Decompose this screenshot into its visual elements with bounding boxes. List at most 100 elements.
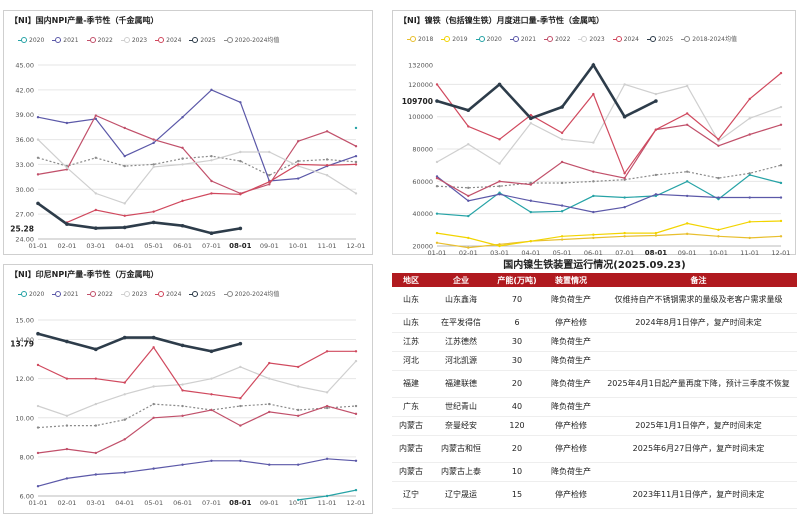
table-cell: 河北 [392,351,430,371]
data-point [65,339,69,344]
data-point [151,335,156,340]
data-point [210,159,213,162]
data-point [210,154,213,158]
data-point [685,112,689,115]
x-tick-label: 08-01 [645,249,668,256]
legend-label: 2025 [200,291,216,298]
data-point [529,210,533,214]
data-point [779,235,783,238]
data-point [467,194,470,198]
npi-plant-status-table: 国内镍生铁装置运行情况(2025.09.23) 地区 企业 产能(万吨) 装置情况 备注… [392,259,797,511]
data-point [65,377,69,380]
x-tick-label: 11-01 [318,499,337,507]
data-point [560,204,564,207]
status-table: 地区 企业 产能(万吨) 装置情况 备注 山东 山东鑫海 70 降负荷生产 仅维持自产不锈钢需求… [392,273,797,509]
data-point [354,412,358,416]
series-line-2024 [37,346,356,399]
table-cell: 2025年4月1日起产量再度下降，预计三季度不恢复 [600,370,797,398]
y-tick-label: 15.00 [15,317,34,325]
data-point [209,231,214,235]
legend-item: 2023 [120,37,147,44]
data-point [560,235,564,238]
data-point [209,349,214,354]
legend-item: 2021 [52,291,79,298]
data-point [181,146,184,150]
data-point [152,416,155,419]
table-cell: 6 [492,313,542,333]
data-point [560,181,564,185]
data-point [467,142,470,146]
data-point [748,97,751,101]
data-point [748,220,751,223]
data-point [467,199,470,202]
y-tick-label: 33.00 [15,161,34,169]
data-point [181,404,184,408]
table-cell: 120 [492,416,542,436]
legend-marker [581,36,588,42]
data-point [685,170,689,173]
legend-label: 2020 [29,291,45,298]
series-line-2022 [37,405,357,454]
chart-title: 【NI】印尼NPI产量-季节性（万金属吨） [10,270,159,279]
data-point [354,350,358,353]
legend-item: 2025 [646,35,673,45]
x-tick-label: 01-01 [428,249,447,256]
data-point [36,173,40,176]
data-point [152,138,155,141]
data-point [181,383,184,386]
data-point [622,114,627,119]
table-cell: 40 [492,397,542,417]
legend-marker [512,36,519,42]
data-point [239,159,242,163]
data-point [623,235,626,238]
table-row: 江苏 江苏德然 30 降负荷生产 [392,332,797,352]
x-tick-label: 03-01 [86,242,105,250]
table-cell: 江苏德然 [430,332,492,352]
data-point [779,71,783,75]
data-point [94,114,98,117]
table-cell: 2024年8月1日停产，复产时间未定 [600,313,797,333]
data-point [591,63,596,67]
table-cell [600,397,797,417]
table-cell: 福建 [392,370,430,398]
data-point [497,82,502,87]
data-point [435,241,439,244]
legend-label: 2022 [97,291,113,298]
data-point [210,88,213,92]
data-point [623,196,626,199]
x-tick-label: 09-01 [678,249,697,256]
data-point [325,457,329,461]
data-point [654,234,658,237]
table-header-cell: 备注 [600,273,797,287]
data-point [238,341,243,346]
x-tick-label: 06-01 [173,242,192,250]
data-point [467,246,470,249]
data-point [210,192,213,195]
data-point [685,222,689,225]
legend-marker [226,37,233,43]
data-point [268,183,271,186]
data-point [239,365,242,369]
data-point [623,231,626,235]
x-tick-label: 06-01 [584,249,603,256]
chart-legend: 2018 2019 2020 2021 2022 2023 2024 2025 2018-202… [407,35,787,45]
y-tick-label: 36.00 [15,136,34,144]
data-point [239,150,242,154]
data-point [268,150,271,154]
legend-marker [192,291,199,297]
data-point [354,488,358,492]
data-point [123,154,126,158]
chart-plot: 20000 40000 60000 80000 100000 120000 132000 01… [402,62,791,257]
x-tick-label: 07-01 [202,499,221,507]
legend-label: 2021 [63,37,79,44]
legend-label: 2020 [486,36,502,43]
data-point [529,116,533,121]
table-cell: 山东 [392,287,430,314]
data-point [498,185,501,188]
latest-value-label: 13.79 [10,340,34,349]
data-point [36,404,40,408]
data-point [748,117,751,120]
data-point [560,238,564,241]
data-point [36,156,40,159]
x-tick-label: 02-01 [57,242,76,250]
